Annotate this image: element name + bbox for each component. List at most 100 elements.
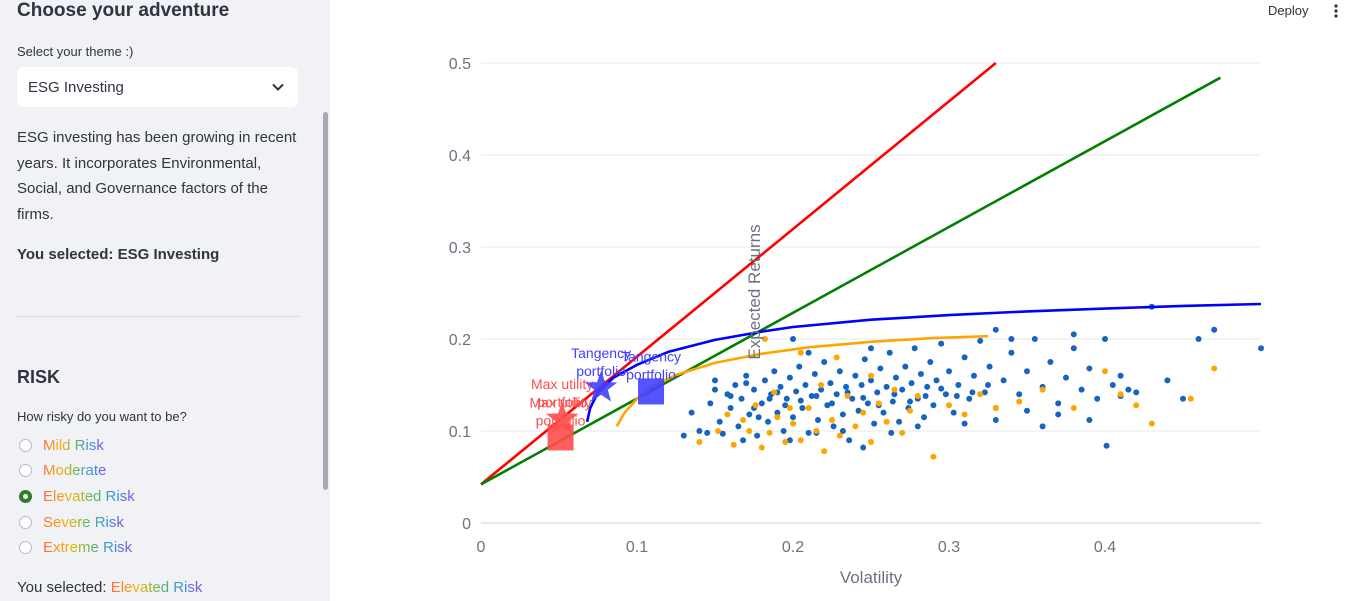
asset-point-blue <box>1039 423 1046 430</box>
asset-point-orange <box>1211 365 1218 372</box>
radio-button-checked[interactable] <box>19 490 32 503</box>
asset-point-blue <box>855 407 862 414</box>
asset-point-blue <box>836 368 843 375</box>
asset-point-blue <box>933 377 940 384</box>
asset-point-blue <box>1117 372 1124 379</box>
asset-point-blue <box>783 395 790 402</box>
deploy-button[interactable]: Deploy <box>1268 3 1309 18</box>
asset-point-orange <box>860 409 867 416</box>
asset-point-blue <box>896 418 903 425</box>
y-tick-label: 0.3 <box>449 240 471 257</box>
asset-point-blue <box>814 416 821 423</box>
risk-option-label: Severe Risk <box>43 514 124 531</box>
asset-point-blue <box>712 377 718 384</box>
asset-point-blue <box>860 444 867 451</box>
asset-point-blue <box>880 409 887 416</box>
marker-square <box>638 378 665 405</box>
sidebar-scrollbar[interactable] <box>323 112 328 490</box>
radio-button[interactable] <box>19 439 32 452</box>
asset-point-blue <box>908 380 915 387</box>
asset-point-orange <box>1039 386 1046 393</box>
asset-point-blue <box>992 416 999 423</box>
asset-point-blue <box>1109 382 1116 388</box>
asset-point-orange <box>790 420 796 427</box>
asset-point-blue <box>1063 374 1069 381</box>
vertical-dots-icon[interactable] <box>1332 3 1340 19</box>
asset-point-blue <box>938 340 945 347</box>
theme-select[interactable]: ESG Investing <box>17 67 298 107</box>
asset-point-blue <box>877 365 884 372</box>
capital-market-line-green <box>480 76 1222 486</box>
selected-risk: You selected: Elevated Risk <box>17 579 202 596</box>
asset-point-blue <box>1055 411 1062 418</box>
asset-point-blue <box>927 359 934 365</box>
x-tick-label: 0 <box>477 539 486 556</box>
asset-point-blue <box>961 354 968 361</box>
asset-point-orange <box>821 448 828 455</box>
asset-point-blue <box>1047 359 1054 365</box>
asset-point-blue <box>839 411 846 418</box>
selected-theme: You selected: ESG Investing <box>17 246 219 263</box>
asset-point-orange <box>836 432 843 439</box>
asset-point-blue <box>921 414 928 421</box>
x-tick-label: 0.3 <box>938 539 960 556</box>
asset-point-blue <box>1211 326 1218 333</box>
asset-point-orange <box>875 400 882 407</box>
asset-point-blue <box>751 386 757 393</box>
radio-button[interactable] <box>19 464 32 477</box>
asset-point-orange <box>914 393 921 400</box>
asset-point-blue <box>861 356 868 363</box>
asset-point-blue <box>886 349 893 356</box>
asset-point-blue <box>808 393 815 400</box>
asset-point-blue <box>1070 331 1077 338</box>
asset-point-blue <box>777 383 784 390</box>
asset-point-blue <box>839 428 846 434</box>
asset-point-blue <box>889 398 896 405</box>
asset-point-blue <box>1024 407 1030 414</box>
asset-point-blue <box>716 418 723 425</box>
asset-point-blue <box>992 326 999 333</box>
asset-point-blue <box>950 409 957 416</box>
asset-point-blue <box>1055 400 1062 407</box>
grid-layer <box>481 62 1261 432</box>
radio-button[interactable] <box>19 516 32 529</box>
asset-point-blue <box>727 405 734 411</box>
asset-point-blue <box>858 382 865 388</box>
asset-point-blue <box>766 395 773 402</box>
asset-point-blue <box>849 395 856 402</box>
asset-point-blue <box>1024 368 1030 375</box>
theme-description: ESG investing has been growing in recent… <box>17 129 297 223</box>
asset-point-blue <box>712 386 718 393</box>
y-tick-label: 0.4 <box>449 148 471 165</box>
risk-option-label: Mild Risk <box>43 437 104 454</box>
asset-point-blue <box>738 395 745 402</box>
asset-point-blue <box>719 430 726 437</box>
asset-point-blue <box>938 385 945 392</box>
asset-point-orange <box>696 439 703 446</box>
asset-point-orange <box>746 428 753 434</box>
asset-point-blue <box>969 389 976 396</box>
asset-point-blue <box>970 372 977 379</box>
marker-square <box>547 424 574 451</box>
asset-point-orange <box>740 416 747 423</box>
asset-point-blue <box>922 393 929 400</box>
asset-point-blue <box>860 394 867 401</box>
asset-point-blue <box>1078 386 1085 393</box>
asset-point-orange <box>1187 395 1194 402</box>
asset-point-blue <box>846 437 853 444</box>
sidebar-title: Choose your adventure <box>17 0 230 21</box>
asset-point-blue <box>1125 386 1132 393</box>
asset-point-blue <box>797 397 804 404</box>
asset-point-blue <box>680 432 687 439</box>
asset-point-orange <box>868 439 874 446</box>
asset-point-orange <box>844 393 851 400</box>
radio-button[interactable] <box>19 541 32 554</box>
efficient-frontier-chart[interactable]: 0 0.1 0.2 0.3 0.4 0.5 0 0.1 0.2 0.3 0.4 Max utilit… <box>330 0 1330 601</box>
asset-point-orange <box>852 423 859 430</box>
y-tick-label: 0.5 <box>449 56 471 73</box>
asset-point-orange <box>1133 402 1140 409</box>
asset-point-blue <box>790 414 796 421</box>
asset-point-blue <box>818 386 825 393</box>
asset-point-orange <box>992 405 999 411</box>
asset-point-blue <box>1102 336 1108 342</box>
